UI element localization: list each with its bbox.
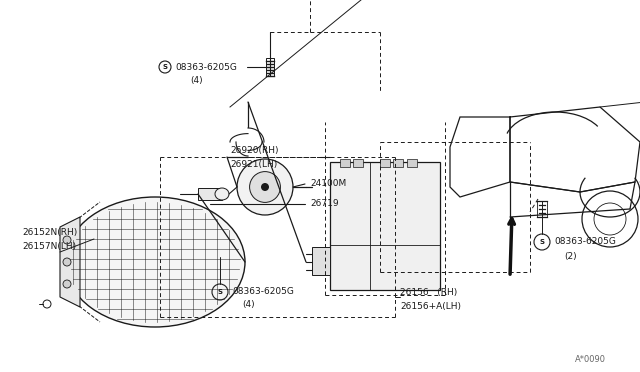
Bar <box>266 58 274 76</box>
Bar <box>380 159 390 167</box>
Text: 26152N(RH): 26152N(RH) <box>22 228 77 237</box>
Text: 26156+A(LH): 26156+A(LH) <box>400 302 461 311</box>
Text: (2): (2) <box>564 251 577 260</box>
Bar <box>312 247 330 275</box>
Text: (4): (4) <box>190 76 203 84</box>
Bar <box>537 201 547 217</box>
Bar <box>393 159 403 167</box>
Text: 26719: 26719 <box>310 199 339 208</box>
Text: 08363-6205G: 08363-6205G <box>554 237 616 247</box>
Text: S: S <box>163 64 168 70</box>
Circle shape <box>63 236 71 244</box>
Ellipse shape <box>65 197 245 327</box>
Text: 26920(RH): 26920(RH) <box>230 145 278 154</box>
Ellipse shape <box>215 188 229 200</box>
Bar <box>353 159 363 167</box>
Text: 24100M: 24100M <box>310 180 346 189</box>
Text: 26156   (RH): 26156 (RH) <box>400 288 457 296</box>
Text: 08363-6205G: 08363-6205G <box>175 62 237 71</box>
Bar <box>340 159 350 167</box>
Bar <box>330 162 440 290</box>
Circle shape <box>261 183 269 191</box>
Text: 26921(LH): 26921(LH) <box>230 160 277 169</box>
Text: S: S <box>218 289 223 295</box>
Text: S: S <box>540 239 545 245</box>
Circle shape <box>250 171 280 202</box>
Polygon shape <box>60 217 80 307</box>
Text: 26157N(LH): 26157N(LH) <box>22 241 76 250</box>
Text: A*0090: A*0090 <box>575 355 606 364</box>
Circle shape <box>237 159 293 215</box>
Circle shape <box>63 258 71 266</box>
Text: 08363-6205G: 08363-6205G <box>232 288 294 296</box>
Bar <box>198 188 222 200</box>
Text: (4): (4) <box>242 301 255 310</box>
Bar <box>407 159 417 167</box>
Circle shape <box>63 280 71 288</box>
